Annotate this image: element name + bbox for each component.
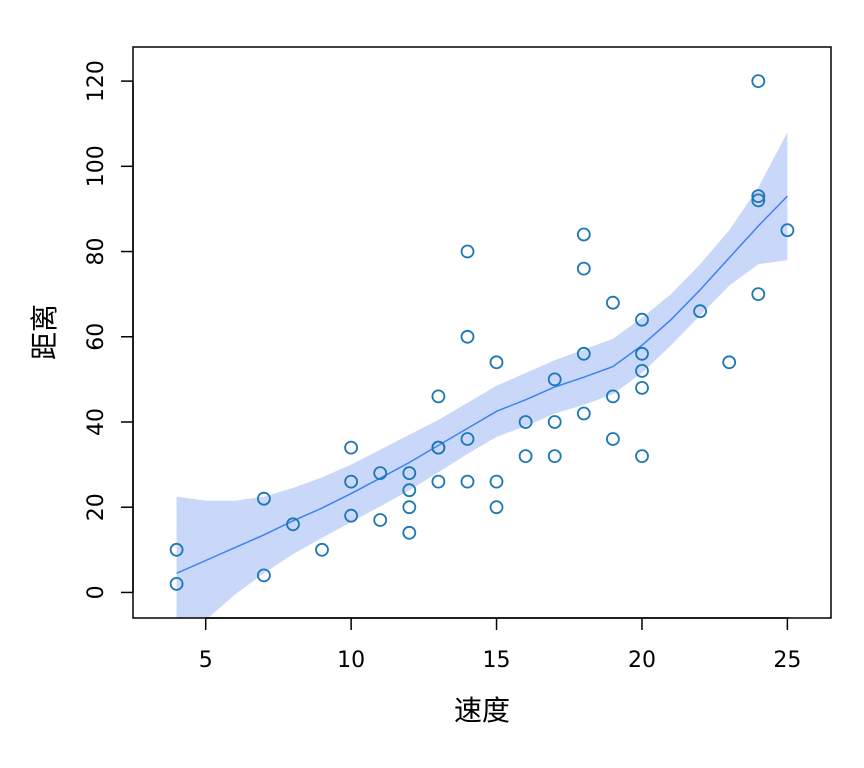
x-tick-label: 10 bbox=[337, 648, 365, 673]
data-point bbox=[576, 261, 591, 276]
data-point bbox=[373, 513, 388, 527]
data-point bbox=[576, 346, 591, 361]
data-point bbox=[635, 380, 649, 395]
y-axis: 0 20 40 60 80 100 120 bbox=[84, 60, 134, 599]
data-point bbox=[547, 372, 562, 387]
data-point bbox=[489, 500, 504, 515]
data-point bbox=[344, 508, 359, 523]
data-point bbox=[751, 287, 766, 302]
data-point bbox=[373, 466, 388, 481]
data-point bbox=[606, 295, 620, 310]
data-point bbox=[402, 466, 417, 481]
data-point bbox=[780, 223, 795, 238]
data-point bbox=[751, 189, 766, 204]
data-point bbox=[256, 568, 271, 583]
data-point bbox=[169, 577, 184, 591]
x-tick-label: 5 bbox=[199, 648, 213, 673]
y-tick-label: 120 bbox=[84, 60, 109, 102]
data-point bbox=[256, 491, 271, 506]
x-tick-label: 15 bbox=[483, 648, 511, 673]
data-point bbox=[635, 363, 649, 378]
data-point bbox=[489, 355, 504, 370]
data-point bbox=[576, 227, 591, 242]
data-point bbox=[402, 500, 417, 515]
data-point bbox=[547, 415, 562, 429]
data-point bbox=[751, 74, 766, 88]
confidence-band bbox=[176, 132, 788, 618]
data-point bbox=[576, 406, 591, 421]
data-point bbox=[518, 449, 533, 464]
data-point bbox=[431, 474, 446, 489]
data-point bbox=[751, 193, 766, 208]
data-point bbox=[460, 244, 475, 259]
data-points bbox=[169, 74, 795, 591]
y-tick-label: 20 bbox=[84, 493, 109, 521]
data-point bbox=[344, 474, 359, 489]
data-point bbox=[344, 440, 359, 455]
data-point bbox=[169, 542, 184, 557]
data-point bbox=[635, 449, 649, 464]
data-point bbox=[606, 432, 620, 446]
data-point bbox=[489, 474, 504, 489]
data-point bbox=[635, 346, 649, 361]
data-point bbox=[547, 449, 562, 464]
x-tick-label: 25 bbox=[773, 648, 801, 673]
data-point bbox=[402, 525, 417, 540]
data-point bbox=[431, 389, 446, 404]
y-tick-label: 60 bbox=[84, 323, 109, 351]
data-point bbox=[606, 389, 620, 404]
y-axis-title: 距离 bbox=[28, 304, 61, 360]
y-tick-label: 40 bbox=[84, 408, 109, 436]
data-point bbox=[460, 432, 475, 446]
data-point bbox=[460, 474, 475, 489]
data-point bbox=[286, 517, 300, 532]
data-point bbox=[722, 355, 737, 370]
data-point bbox=[315, 542, 329, 557]
data-point bbox=[431, 440, 446, 455]
data-point bbox=[693, 304, 707, 319]
y-tick-label: 0 bbox=[84, 585, 109, 599]
y-tick-label: 100 bbox=[84, 145, 109, 187]
x-tick-label: 20 bbox=[628, 648, 656, 673]
data-point bbox=[518, 415, 533, 429]
data-point bbox=[402, 483, 417, 498]
x-axis: 5 10 15 20 25 bbox=[199, 617, 801, 673]
x-axis-title: 速度 bbox=[454, 694, 510, 727]
smooth-line bbox=[176, 195, 788, 574]
data-point bbox=[460, 329, 475, 344]
data-point bbox=[635, 312, 649, 327]
y-tick-label: 80 bbox=[84, 238, 109, 266]
